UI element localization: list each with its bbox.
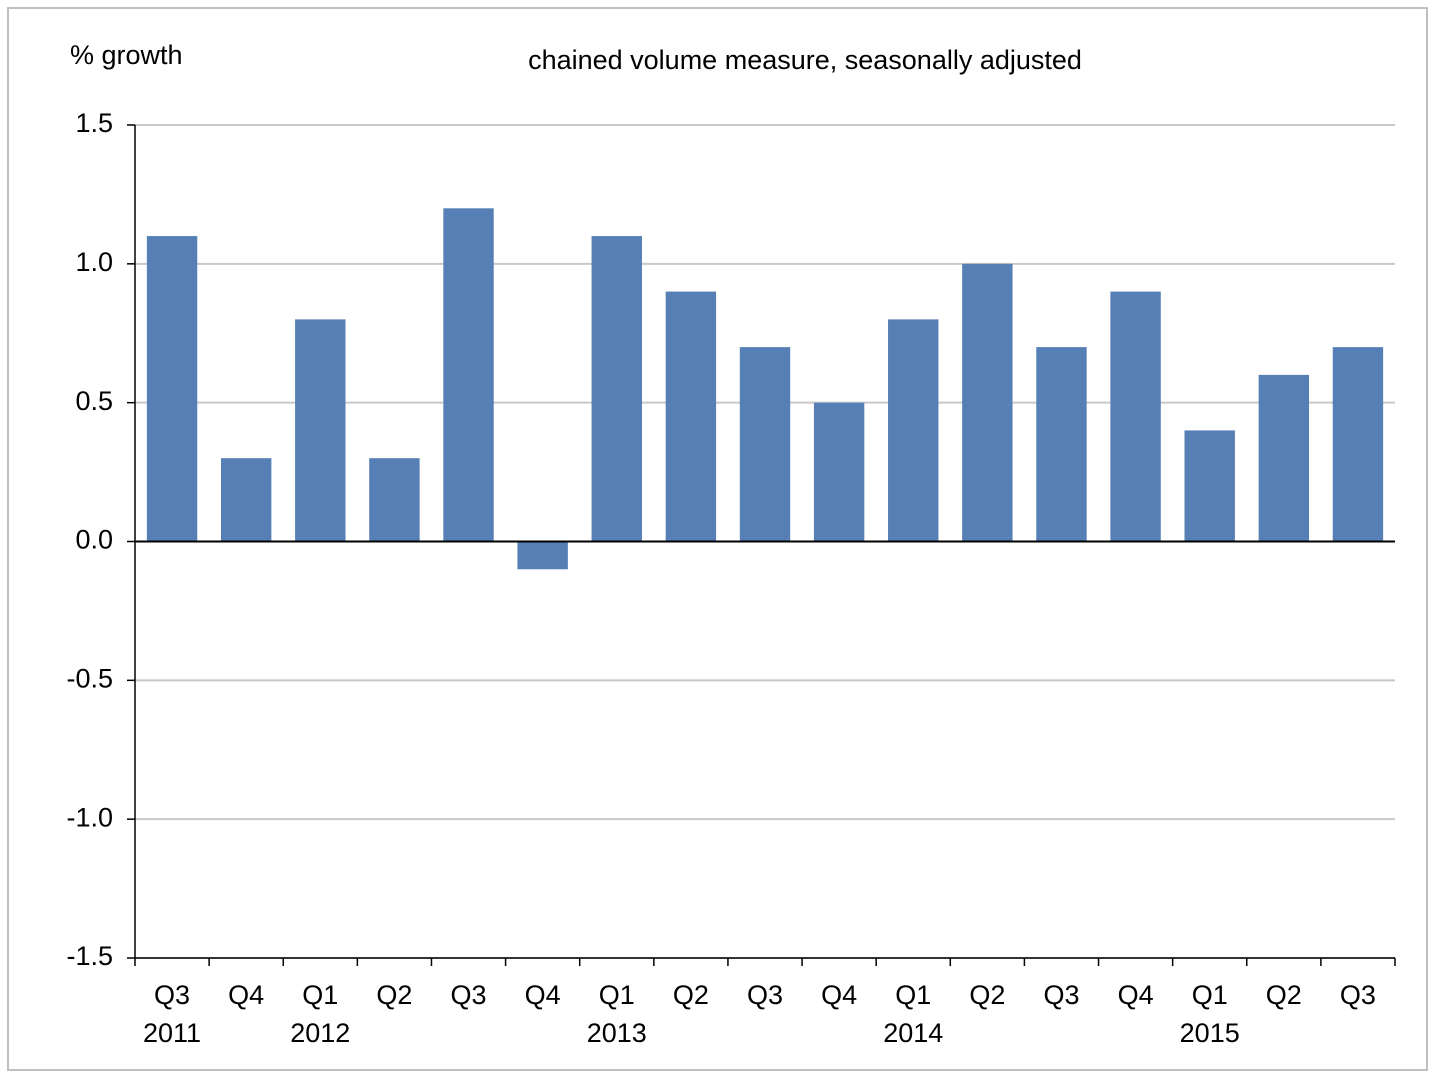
bar [739, 347, 791, 542]
bar [1332, 347, 1384, 542]
bar [813, 402, 865, 542]
y-tick-label: -1.5 [66, 941, 113, 971]
bar [517, 541, 568, 570]
x-group-label: 2014 [883, 1018, 943, 1048]
x-tick-label: Q3 [1043, 980, 1079, 1010]
bar [443, 208, 494, 542]
bar [369, 458, 420, 542]
x-tick-label: Q1 [302, 980, 338, 1010]
x-group-label: 2015 [1180, 1018, 1240, 1048]
x-tick-label: Q2 [376, 980, 412, 1010]
bar [220, 458, 272, 542]
x-group-label: 2012 [290, 1018, 350, 1048]
x-tick-label: Q1 [895, 980, 931, 1010]
x-tick-label: Q1 [1192, 980, 1228, 1010]
x-tick-label: Q4 [228, 980, 264, 1010]
x-tick-label: Q3 [747, 980, 783, 1010]
y-tick-label: -1.0 [66, 802, 113, 832]
y-tick-label: 0.5 [75, 386, 113, 416]
y-tick-label: 1.0 [75, 247, 113, 277]
x-group-label: 2013 [587, 1018, 647, 1048]
bar [1258, 374, 1310, 542]
x-tick-label: Q3 [1340, 980, 1376, 1010]
bar [295, 319, 346, 542]
y-tick-label: 0.0 [75, 525, 113, 555]
chart-frame [7, 7, 1428, 1071]
x-tick-label: Q4 [525, 980, 561, 1010]
x-tick-label: Q4 [1118, 980, 1154, 1010]
bar [962, 263, 1013, 542]
x-tick-label: Q3 [451, 980, 487, 1010]
x-tick-label: Q1 [599, 980, 635, 1010]
bar [888, 319, 939, 542]
bar [146, 236, 198, 542]
x-tick-label: Q4 [821, 980, 857, 1010]
bar [665, 291, 717, 542]
x-tick-label: Q2 [1266, 980, 1302, 1010]
bar [1184, 430, 1235, 542]
x-group-label: 2011 [143, 1018, 201, 1048]
bar [1110, 291, 1161, 542]
y-tick-label: 1.5 [75, 108, 113, 138]
chart-title: chained volume measure, seasonally adjus… [528, 45, 1082, 75]
x-tick-label: Q3 [154, 980, 190, 1010]
y-tick-label: -0.5 [66, 663, 113, 693]
y-axis-label: % growth [70, 40, 183, 70]
x-tick-label: Q2 [673, 980, 709, 1010]
x-tick-label: Q2 [969, 980, 1005, 1010]
bar [591, 236, 642, 542]
bar [1036, 347, 1087, 542]
